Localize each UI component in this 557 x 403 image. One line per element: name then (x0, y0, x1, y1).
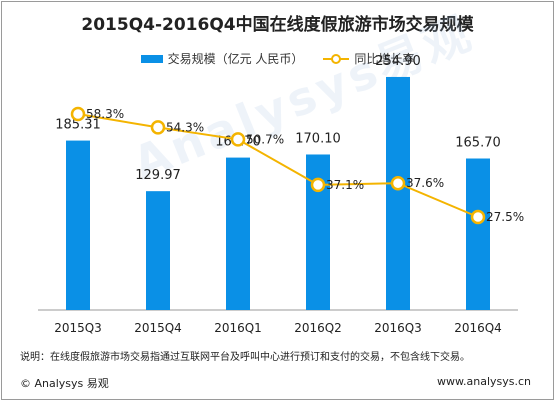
bar-2015Q4 (146, 191, 170, 310)
legend-bar-label: 交易规模（亿元 人民币） (167, 52, 304, 66)
source-brand: © Analysys 易观 (20, 377, 109, 390)
bar-value-label: 170.10 (295, 131, 341, 146)
growth-value-label: 27.5% (486, 210, 524, 224)
growth-point (230, 132, 246, 147)
legend-item-line: 同比增长率 (323, 50, 414, 67)
growth-value-label: 50.7% (246, 132, 284, 146)
legend-bar-swatch (140, 54, 163, 63)
x-tick-label: 2016Q4 (454, 321, 502, 335)
growth-value-label: 37.1% (326, 178, 364, 192)
bar-value-label: 129.97 (135, 168, 181, 183)
growth-point (150, 120, 166, 135)
bar-2016Q1 (226, 157, 250, 310)
growth-value-label: 37.6% (406, 176, 444, 190)
growth-value-label: 54.3% (166, 120, 204, 134)
chart-note: 说明：在线度假旅游市场交易指通过互联网平台及呼叫中心进行预订和支付的交易，不包含… (20, 352, 470, 363)
bar-value-label: 185.31 (55, 118, 101, 133)
bar-2016Q3 (386, 76, 410, 310)
bar-value-label: 254.90 (375, 54, 421, 69)
growth-point (390, 175, 406, 191)
legend-item-bar: 交易规模（亿元 人民币） (140, 50, 304, 67)
x-tick-label: 2015Q4 (134, 321, 182, 335)
x-tick-label: 2016Q2 (294, 321, 342, 335)
legend-line-label: 同比增长率 (354, 52, 415, 66)
growth-point (70, 106, 86, 122)
growth-point (310, 177, 326, 193)
source-url: www.analysys.cn (437, 375, 531, 388)
bar-value-label: 165.70 (455, 136, 501, 151)
x-tick-label: 2016Q1 (214, 321, 262, 335)
x-tick-label: 2015Q3 (54, 321, 102, 335)
chart-legend: 交易规模（亿元 人民币） 同比增长率 (2, 50, 553, 67)
bar-2015Q3 (66, 140, 90, 310)
growth-line (77, 113, 479, 218)
growth-value-label: 58.3% (86, 107, 124, 121)
chart-title: 2015Q4-2016Q4中国在线度假旅游市场交易规模 (81, 15, 474, 35)
bar-2016Q4 (466, 158, 490, 310)
growth-point (470, 209, 486, 225)
x-tick-label: 2016Q3 (374, 321, 422, 335)
legend-line-swatch (323, 53, 350, 64)
